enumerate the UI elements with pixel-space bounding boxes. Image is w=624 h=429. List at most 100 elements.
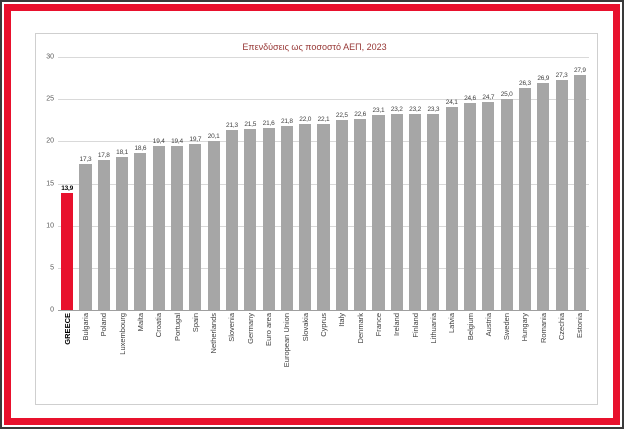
y-tick-label: 10 <box>46 222 54 230</box>
x-label-slot: Cyprus <box>314 310 332 402</box>
bar <box>79 164 92 310</box>
bar-value-label: 21,5 <box>244 120 257 128</box>
bar-slot: 22,5 <box>333 57 351 310</box>
bar <box>372 115 385 310</box>
bar-value-label: 21,8 <box>280 118 293 126</box>
bar-value-label: 22,5 <box>335 112 348 120</box>
category-label: France <box>373 313 383 337</box>
category-label: Ireland <box>392 313 402 336</box>
x-label-slot: Spain <box>186 310 204 402</box>
bar <box>134 153 147 310</box>
bar-slot: 27,9 <box>571 57 589 310</box>
red-border-frame: Επενδύσεις ως ποσοστό ΑΕΠ, 2023 0 5 10 15 20… <box>4 4 620 425</box>
bar-slot: 20,1 <box>205 57 223 310</box>
x-label-slot: Italy <box>333 310 351 402</box>
x-label-slot: Luxembourg <box>113 310 131 402</box>
bar <box>244 128 257 310</box>
category-label: Romania <box>538 313 548 344</box>
bar-slot: 21,6 <box>259 57 277 310</box>
x-label-slot: Belgium <box>461 310 479 402</box>
bar-value-label: 24,7 <box>482 93 495 101</box>
y-tick-label: 20 <box>46 137 54 145</box>
bar-chart: Επενδύσεις ως ποσοστό ΑΕΠ, 2023 0 5 10 15 20… <box>35 33 598 405</box>
y-tick-label: 0 <box>50 306 54 314</box>
x-label-slot: Lithuania <box>424 310 442 402</box>
bar-slot: 25,0 <box>498 57 516 310</box>
bar-value-label: 20,1 <box>207 132 220 140</box>
gridline <box>58 99 589 101</box>
bar-value-label: 18,1 <box>116 149 129 157</box>
x-label-slot: Romania <box>534 310 552 402</box>
category-label: Bulgaria <box>80 313 90 341</box>
x-label-slot: Austria <box>479 310 497 402</box>
category-label: Netherlands <box>209 313 219 354</box>
category-label: Hungary <box>520 313 530 342</box>
bar-slot: 23,2 <box>406 57 424 310</box>
category-label: Euro area <box>264 313 274 346</box>
bar <box>116 157 129 310</box>
chart-title: Επενδύσεις ως ποσοστό ΑΕΠ, 2023 <box>242 42 387 52</box>
bar <box>537 83 550 310</box>
bar <box>573 74 586 310</box>
x-label-slot: Bulgaria <box>76 310 94 402</box>
bar-value-label: 25,0 <box>500 91 513 99</box>
bar-value-label: 13,9 <box>61 184 74 192</box>
category-label: Lithuania <box>428 313 438 344</box>
bar-slot: 23,2 <box>388 57 406 310</box>
bar-slot: 23,3 <box>424 57 442 310</box>
x-label-slot: Estonia <box>571 310 589 402</box>
y-tick-label: 15 <box>46 180 54 187</box>
bar-value-label: 24,6 <box>464 94 476 102</box>
gridline <box>58 310 589 311</box>
category-label: Slovenia <box>227 313 237 342</box>
bar <box>518 88 531 310</box>
bar-value-label: 17,3 <box>79 156 92 164</box>
bar <box>207 140 220 310</box>
y-tick-label: 30 <box>46 53 54 61</box>
category-label: European Union <box>282 313 292 368</box>
category-label: GREECE <box>62 313 72 345</box>
category-label: Sweden <box>502 313 512 341</box>
bar-value-label: 17,8 <box>97 151 110 159</box>
x-label-slot: GREECE <box>58 310 76 402</box>
bar-slot: 19,4 <box>150 57 168 310</box>
chart-plot-row: 0 5 10 15 20 25 30 13,9 17,3 17,8 18,1 18,6 19,4 19,… <box>40 53 589 314</box>
bar <box>317 123 330 310</box>
x-label-slot: Finland <box>406 310 424 402</box>
bar-value-label: 24,1 <box>445 98 458 106</box>
gridline <box>58 57 589 58</box>
x-label-slot: Ireland <box>388 310 406 402</box>
category-label: Denmark <box>355 313 365 344</box>
bar <box>299 124 312 310</box>
plot-area: 13,9 17,3 17,8 18,1 18,6 19,4 19,4 19,7 20,1 21,3… <box>58 57 589 311</box>
x-label-slot: Euro area <box>259 310 277 402</box>
bar-value-label: 26,9 <box>537 75 550 83</box>
bar-slot: 17,8 <box>95 57 113 310</box>
category-label: Luxembourg <box>117 313 127 355</box>
bar-slot: 24,1 <box>443 57 461 310</box>
bar-slot: 19,7 <box>186 57 204 310</box>
bar-value-label: 23,2 <box>409 106 422 114</box>
bar <box>390 114 403 310</box>
bar-slot: 24,6 <box>461 57 479 310</box>
x-label-slot: Malta <box>131 310 149 402</box>
x-label-slot: Denmark <box>351 310 369 402</box>
bar-value-label: 23,1 <box>372 107 385 115</box>
x-label-slot: Croatia <box>150 310 168 402</box>
bar-value-label: 27,9 <box>573 66 586 74</box>
bar-slot: 18,6 <box>131 57 149 310</box>
bar <box>463 102 477 310</box>
bar <box>335 120 348 310</box>
category-label: Finland <box>410 313 420 338</box>
y-tick-label: 25 <box>46 95 54 103</box>
bar-slot: 27,3 <box>552 57 570 310</box>
bar <box>225 130 238 310</box>
bar-value-label: 19,7 <box>189 135 202 143</box>
bar <box>97 159 110 310</box>
x-label-slot: Portugal <box>168 310 186 402</box>
bar-slot: 19,4 <box>168 57 186 310</box>
category-label: Belgium <box>465 313 475 341</box>
category-label: Slovakia <box>300 313 310 342</box>
bar-slot: 13,9 <box>58 57 76 310</box>
bar <box>170 146 184 310</box>
